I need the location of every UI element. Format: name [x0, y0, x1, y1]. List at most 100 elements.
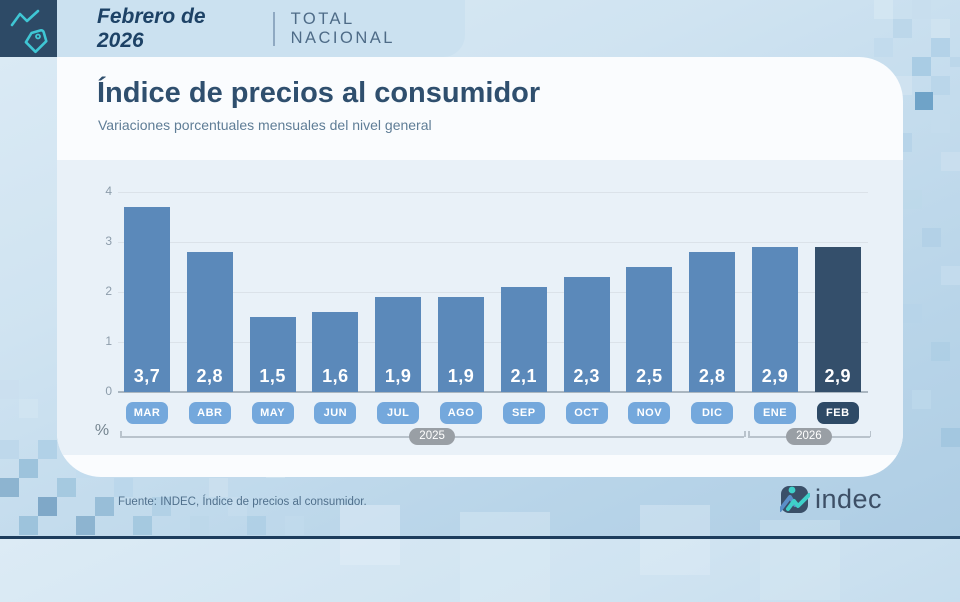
bar-value-label: 1,5	[259, 366, 286, 386]
mosaic-decoration	[941, 266, 960, 285]
x-axis-month-chip: AGO	[440, 402, 482, 424]
year-badge: 2026	[785, 428, 832, 445]
x-axis-month-chip: DIC	[691, 402, 734, 424]
bar-value-label: 3,7	[133, 366, 161, 386]
year-axis-tick	[744, 431, 746, 437]
gridline	[118, 341, 868, 343]
mosaic-decoration	[915, 92, 933, 110]
bar	[500, 287, 547, 392]
mosaic-decoration	[640, 505, 710, 575]
indec-logo: indec	[780, 483, 882, 515]
header-band: Febrero de 2026 TOTAL NACIONAL	[57, 0, 465, 57]
bar	[124, 207, 170, 392]
y-axis-tick-label: 1	[105, 334, 112, 348]
x-axis-month-chip: SEP	[502, 402, 545, 424]
mosaic-decoration	[19, 399, 38, 418]
mosaic-decoration	[950, 57, 960, 67]
mosaic-decoration	[19, 516, 38, 535]
y-axis-tick-label: 0	[105, 384, 112, 398]
bar-value-label: 2,8	[698, 366, 726, 386]
bar-value-label: 2,8	[196, 366, 224, 386]
bar	[312, 312, 359, 392]
mosaic-decoration	[57, 478, 76, 497]
mosaic-decoration	[760, 520, 840, 600]
mosaic-decoration	[0, 380, 19, 399]
bar-value-label: 2,9	[824, 366, 852, 386]
mosaic-decoration	[931, 19, 950, 38]
bar	[249, 317, 296, 392]
x-axis-month-chip: OCT	[565, 402, 608, 424]
report-scope: TOTAL NACIONAL	[290, 9, 395, 47]
mosaic-decoration	[931, 38, 950, 57]
x-axis-month-chip: ABR	[188, 402, 231, 424]
x-axis-month-chip: JUL	[377, 402, 420, 424]
mosaic-decoration	[941, 152, 960, 171]
mosaic-decoration	[0, 440, 19, 459]
bar	[438, 297, 484, 392]
y-axis-tick-label: 3	[105, 234, 112, 248]
bar-value-label: 2,3	[573, 366, 600, 386]
mosaic-decoration	[874, 38, 893, 57]
gridline	[118, 191, 868, 193]
mosaic-decoration	[0, 478, 19, 497]
mosaic-decoration	[931, 76, 950, 95]
gridline	[118, 291, 868, 293]
mosaic-decoration	[912, 390, 931, 409]
mosaic-decoration	[941, 428, 960, 447]
x-axis-month-chip: JUN	[314, 402, 357, 424]
price-tag-trend-icon	[10, 9, 48, 54]
mosaic-decoration	[38, 497, 57, 516]
mosaic-decoration	[114, 478, 133, 497]
x-axis-month-chip: MAR	[126, 402, 168, 424]
report-period: Febrero de 2026	[97, 4, 206, 52]
mosaic-decoration	[285, 516, 304, 535]
bar-value-label: 2,9	[761, 366, 789, 386]
mosaic-decoration	[38, 440, 57, 459]
year-axis-tick	[748, 431, 750, 437]
bar-value-label: 1,9	[447, 366, 475, 386]
mosaic-decoration	[874, 0, 893, 19]
mosaic-decoration	[903, 190, 922, 209]
mosaic-decoration	[228, 497, 247, 516]
mosaic-decoration	[460, 512, 550, 602]
bar	[626, 267, 673, 392]
source-note: Fuente: INDEC, Índice de precios al cons…	[118, 496, 367, 508]
bar	[186, 252, 233, 392]
y-axis-tick-label: 4	[105, 184, 112, 198]
gridline	[118, 391, 868, 393]
bar-value-label: 2,5	[636, 366, 663, 386]
x-axis-month-chip: MAY	[251, 402, 294, 424]
page-title: Índice de precios al consumidor	[97, 77, 541, 109]
mosaic-decoration	[76, 516, 95, 535]
x-axis-month-chip: NOV	[628, 402, 671, 424]
year-axis-tick	[120, 431, 122, 437]
brand-square	[0, 0, 57, 57]
bar-value-label: 2,1	[510, 366, 538, 386]
bar	[563, 277, 610, 392]
mosaic-decoration	[931, 114, 950, 133]
y-axis-tick-label: 2	[105, 284, 112, 298]
mosaic-decoration	[912, 0, 931, 19]
x-axis-month-chip: ENE	[754, 402, 796, 424]
mosaic-decoration	[247, 516, 266, 535]
bar	[814, 247, 861, 392]
page-subtitle: Variaciones porcentuales mensuales del n…	[98, 117, 432, 133]
mosaic-decoration	[931, 342, 950, 361]
year-badge: 2025	[409, 428, 456, 445]
mosaic-decoration	[922, 228, 941, 247]
mosaic-decoration	[912, 57, 931, 76]
bar	[689, 252, 736, 392]
indec-logo-wordmark: indec	[815, 483, 883, 514]
bar	[375, 297, 422, 392]
mosaic-decoration	[209, 478, 228, 497]
year-axis-tick	[869, 431, 872, 437]
y-axis-unit-label: %	[94, 422, 110, 439]
mosaic-decoration	[95, 497, 114, 516]
indec-logo-icon	[780, 486, 810, 513]
mosaic-decoration	[893, 19, 912, 38]
gridline	[118, 241, 868, 243]
mosaic-decoration	[190, 516, 209, 535]
bar	[752, 247, 798, 392]
x-axis-month-chip: FEB	[816, 402, 859, 424]
bar-value-label: 1,9	[384, 366, 412, 386]
